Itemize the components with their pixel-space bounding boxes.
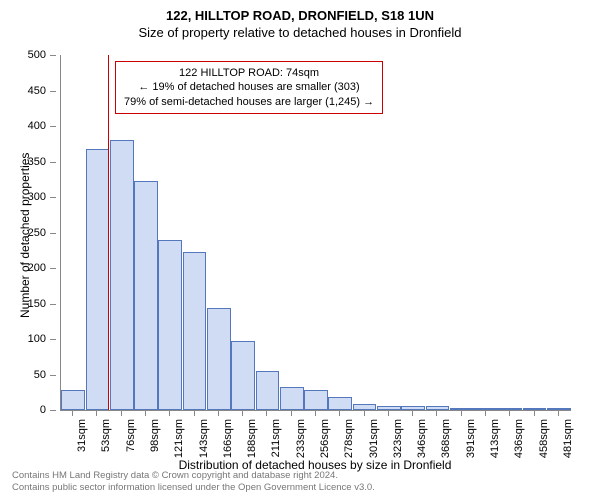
annotation-line-2: ← 19% of detached houses are smaller (30…	[124, 80, 374, 94]
y-tick	[50, 410, 56, 411]
x-tick	[291, 410, 292, 416]
histogram-bar	[304, 390, 328, 410]
x-tick-label: 346sqm	[416, 419, 428, 458]
y-tick	[50, 162, 56, 163]
x-tick	[145, 410, 146, 416]
x-tick	[364, 410, 365, 416]
annotation-box: 122 HILLTOP ROAD: 74sqm ← 19% of detache…	[115, 61, 383, 114]
x-tick-label: 278sqm	[343, 419, 355, 458]
x-tick	[339, 410, 340, 416]
y-tick-label: 450	[28, 85, 46, 97]
x-tick	[315, 410, 316, 416]
y-tick	[50, 339, 56, 340]
footer: Contains HM Land Registry data © Crown c…	[12, 470, 375, 494]
annotation-line-1: 122 HILLTOP ROAD: 74sqm	[124, 66, 374, 80]
x-tick	[266, 410, 267, 416]
x-tick	[194, 410, 195, 416]
x-tick-label: 413sqm	[489, 419, 501, 458]
page-title: 122, HILLTOP ROAD, DRONFIELD, S18 1UN	[0, 0, 600, 23]
y-tick	[50, 268, 56, 269]
x-tick-label: 211sqm	[270, 419, 282, 457]
x-tick	[558, 410, 559, 416]
x-tick-label: 31sqm	[76, 419, 88, 452]
x-tick-label: 53sqm	[100, 419, 112, 452]
x-tick-label: 301sqm	[368, 419, 380, 458]
y-tick	[50, 304, 56, 305]
x-tick-label: 143sqm	[198, 419, 210, 458]
x-tick	[218, 410, 219, 416]
histogram-bar	[328, 397, 352, 410]
histogram-bar	[183, 252, 207, 410]
histogram-bar	[158, 240, 182, 410]
reference-line	[108, 55, 110, 410]
y-tick	[50, 375, 56, 376]
histogram-bar	[450, 408, 474, 410]
histogram-bar	[256, 371, 280, 410]
x-tick-label: 458sqm	[538, 419, 550, 458]
y-tick-label: 0	[40, 404, 46, 416]
x-tick-label: 188sqm	[246, 419, 258, 458]
histogram-bar	[207, 308, 231, 410]
x-tick-label: 233sqm	[295, 419, 307, 458]
annotation-line-3: 79% of semi-detached houses are larger (…	[124, 95, 374, 109]
x-tick	[485, 410, 486, 416]
x-tick-label: 121sqm	[173, 419, 185, 458]
x-tick-label: 256sqm	[319, 419, 331, 458]
y-tick	[50, 126, 56, 127]
x-tick-label: 368sqm	[440, 419, 452, 458]
y-tick-label: 50	[34, 369, 46, 381]
histogram-bar	[231, 341, 255, 410]
y-tick	[50, 233, 56, 234]
x-tick-label: 436sqm	[513, 419, 525, 458]
histogram-bar	[377, 406, 401, 410]
y-tick-label: 400	[28, 120, 46, 132]
x-tick	[412, 410, 413, 416]
x-tick-label: 391sqm	[465, 419, 477, 458]
x-tick	[388, 410, 389, 416]
page: 122, HILLTOP ROAD, DRONFIELD, S18 1UN Si…	[0, 0, 600, 500]
x-tick-label: 76sqm	[125, 419, 137, 452]
y-axis-title: Number of detached properties	[18, 153, 32, 318]
histogram-bar	[134, 181, 158, 410]
y-tick	[50, 197, 56, 198]
x-tick	[436, 410, 437, 416]
x-tick-label: 481sqm	[562, 419, 574, 458]
histogram-bar	[86, 149, 110, 410]
chart: 122 HILLTOP ROAD: 74sqm ← 19% of detache…	[60, 55, 570, 410]
x-tick	[461, 410, 462, 416]
footer-line-1: Contains HM Land Registry data © Crown c…	[12, 470, 375, 482]
y-tick	[50, 91, 56, 92]
y-tick-label: 100	[28, 333, 46, 345]
y-tick-label: 500	[28, 49, 46, 61]
x-tick-label: 323sqm	[392, 419, 404, 458]
histogram-bar	[280, 387, 304, 410]
x-tick-label: 98sqm	[149, 419, 161, 452]
x-tick	[534, 410, 535, 416]
x-tick	[242, 410, 243, 416]
page-subtitle: Size of property relative to detached ho…	[0, 23, 600, 40]
y-tick	[50, 55, 56, 56]
histogram-bar	[547, 408, 571, 410]
x-tick	[96, 410, 97, 416]
x-tick	[169, 410, 170, 416]
x-tick	[121, 410, 122, 416]
footer-line-2: Contains public sector information licen…	[12, 482, 375, 494]
histogram-bar	[110, 140, 134, 410]
x-tick	[509, 410, 510, 416]
histogram-bar	[61, 390, 85, 410]
x-tick-label: 166sqm	[222, 419, 234, 458]
x-tick	[72, 410, 73, 416]
